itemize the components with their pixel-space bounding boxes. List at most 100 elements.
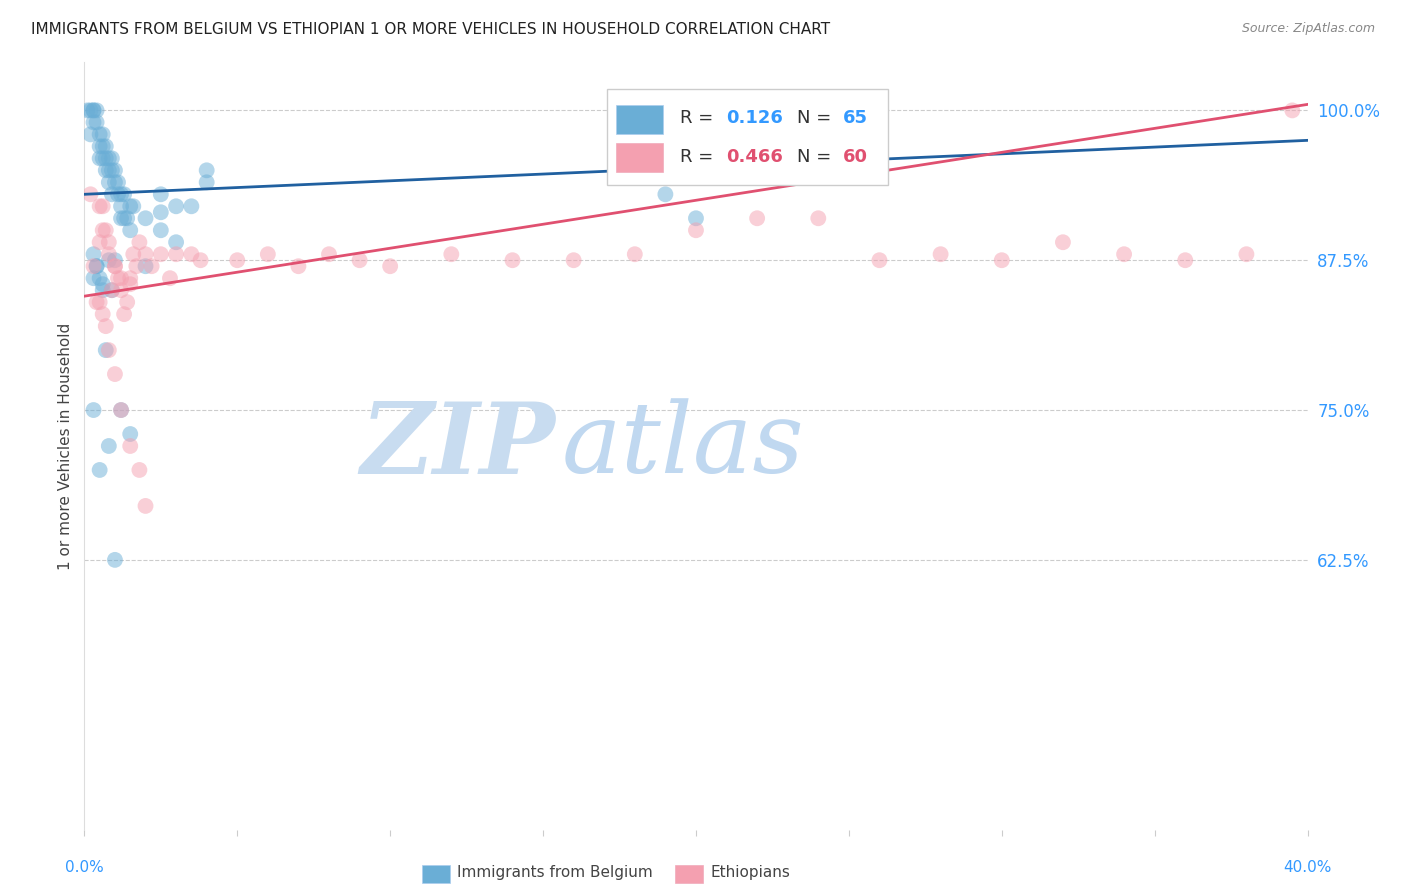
Point xyxy=(86,259,108,273)
Point xyxy=(112,211,135,226)
Point xyxy=(91,277,114,292)
Text: Immigrants from Belgium: Immigrants from Belgium xyxy=(457,865,652,880)
Point xyxy=(104,367,127,381)
Point xyxy=(107,175,129,189)
Point xyxy=(110,199,132,213)
Point xyxy=(91,139,114,153)
Point xyxy=(122,199,145,213)
Point xyxy=(149,205,172,219)
Text: ZIP: ZIP xyxy=(360,398,555,494)
Point xyxy=(91,283,114,297)
Point xyxy=(125,259,148,273)
Point xyxy=(110,187,132,202)
Point xyxy=(97,163,120,178)
Point xyxy=(128,463,150,477)
Point xyxy=(120,223,142,237)
Point xyxy=(135,499,157,513)
Point xyxy=(86,259,108,273)
Point xyxy=(104,553,127,567)
Point xyxy=(89,463,111,477)
Point xyxy=(380,259,402,273)
Point xyxy=(165,247,187,261)
Point xyxy=(128,235,150,250)
Point xyxy=(89,295,111,310)
Y-axis label: 1 or more Vehicles in Household: 1 or more Vehicles in Household xyxy=(58,322,73,570)
Point xyxy=(83,259,105,273)
Point xyxy=(86,295,108,310)
Point xyxy=(318,247,340,261)
Text: R =: R = xyxy=(681,148,718,166)
Point xyxy=(349,253,371,268)
Point xyxy=(112,307,135,321)
Point xyxy=(120,427,142,442)
FancyBboxPatch shape xyxy=(606,89,889,186)
Point xyxy=(110,403,132,417)
Point xyxy=(869,253,891,268)
Point xyxy=(195,175,218,189)
Point xyxy=(115,295,138,310)
Point xyxy=(107,271,129,285)
Point xyxy=(83,103,105,118)
Point xyxy=(89,152,111,166)
Point xyxy=(226,253,249,268)
Point xyxy=(149,187,172,202)
Point xyxy=(135,211,157,226)
Point xyxy=(1236,247,1258,261)
Point xyxy=(91,223,114,237)
Point xyxy=(165,199,187,213)
Point xyxy=(685,223,707,237)
Point xyxy=(101,163,124,178)
Point xyxy=(110,211,132,226)
Point xyxy=(97,253,120,268)
Point xyxy=(94,223,117,237)
Point xyxy=(89,128,111,142)
Point xyxy=(89,235,111,250)
Point xyxy=(141,259,163,273)
Point xyxy=(122,247,145,261)
Point xyxy=(685,211,707,226)
Point xyxy=(135,247,157,261)
Point xyxy=(91,128,114,142)
Point xyxy=(1174,253,1197,268)
Point xyxy=(747,211,769,226)
Point xyxy=(97,235,120,250)
Point xyxy=(89,199,111,213)
Point xyxy=(91,199,114,213)
Point xyxy=(257,247,280,261)
Point xyxy=(107,187,129,202)
Point xyxy=(83,103,105,118)
Point xyxy=(654,187,676,202)
Text: 0.126: 0.126 xyxy=(727,110,783,128)
Point xyxy=(89,139,111,153)
Point xyxy=(97,175,120,189)
Point xyxy=(624,247,647,261)
Text: 65: 65 xyxy=(842,110,868,128)
Point xyxy=(115,211,138,226)
Point xyxy=(135,259,157,273)
Bar xyxy=(616,104,664,134)
Point xyxy=(83,403,105,417)
Point xyxy=(79,187,101,202)
Point xyxy=(104,175,127,189)
Point xyxy=(104,163,127,178)
Point xyxy=(195,163,218,178)
Point xyxy=(1281,103,1303,118)
Text: R =: R = xyxy=(681,110,718,128)
Text: Source: ZipAtlas.com: Source: ZipAtlas.com xyxy=(1241,22,1375,36)
Point xyxy=(101,283,124,297)
Point xyxy=(91,307,114,321)
Point xyxy=(104,259,127,273)
Point xyxy=(165,235,187,250)
Point xyxy=(287,259,309,273)
Point xyxy=(1052,235,1074,250)
Point xyxy=(94,163,117,178)
Point xyxy=(76,103,98,118)
Point xyxy=(149,223,172,237)
Point xyxy=(89,271,111,285)
Point xyxy=(112,187,135,202)
Text: N =: N = xyxy=(797,148,838,166)
Point xyxy=(79,128,101,142)
Text: Ethiopians: Ethiopians xyxy=(710,865,790,880)
Point xyxy=(94,319,117,334)
Text: 0.466: 0.466 xyxy=(727,148,783,166)
